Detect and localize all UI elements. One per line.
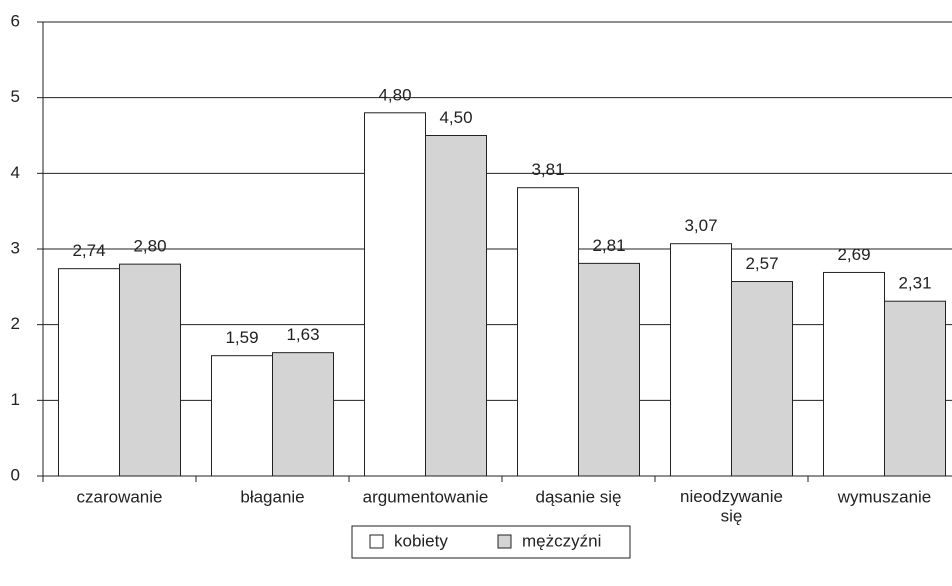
bar: [425, 135, 487, 477]
bar: [823, 271, 885, 477]
value-label: 3,07: [684, 216, 717, 235]
bar: [517, 187, 579, 477]
x-tick-label: błaganie: [240, 487, 304, 506]
bar: [670, 243, 732, 477]
value-label: 3,81: [531, 160, 564, 179]
y-tick-label: 0: [11, 465, 20, 484]
legend-box: [351, 525, 631, 559]
bar: [364, 112, 426, 477]
legend-label: mężczyźni: [522, 531, 601, 550]
bar: [272, 352, 334, 477]
value-label: 1,63: [286, 325, 319, 344]
x-tick-label: argumentowanie: [363, 487, 489, 506]
bar: [731, 281, 793, 477]
x-tick-label: czarowanie: [77, 487, 163, 506]
value-label: 2,69: [837, 245, 870, 264]
legend-label: kobiety: [394, 531, 448, 550]
value-label: 1,59: [225, 328, 258, 347]
legend-swatch: [369, 534, 384, 549]
bar: [119, 263, 181, 477]
y-tick-label: 5: [11, 87, 20, 106]
y-tick-label: 2: [11, 314, 20, 333]
bar: [578, 262, 640, 477]
x-tick-label: nieodzywanie się: [680, 487, 783, 526]
bar: [211, 355, 273, 477]
value-label: 2,74: [72, 241, 105, 260]
x-tick-label: dąsanie się: [535, 487, 621, 506]
value-label: 2,31: [898, 274, 931, 293]
value-label: 2,81: [592, 236, 625, 255]
value-label: 2,80: [133, 237, 166, 256]
x-tick-label: wymuszanie: [837, 487, 932, 506]
value-label: 2,57: [745, 254, 778, 273]
y-tick-label: 4: [11, 163, 20, 182]
bar: [884, 300, 946, 477]
y-tick-label: 3: [11, 238, 20, 257]
y-tick-label: 1: [11, 390, 20, 409]
value-label: 4,80: [378, 85, 411, 104]
y-tick-label: 6: [11, 11, 20, 30]
bar: [58, 268, 120, 477]
value-label: 4,50: [439, 108, 472, 127]
legend-swatch: [497, 534, 512, 549]
